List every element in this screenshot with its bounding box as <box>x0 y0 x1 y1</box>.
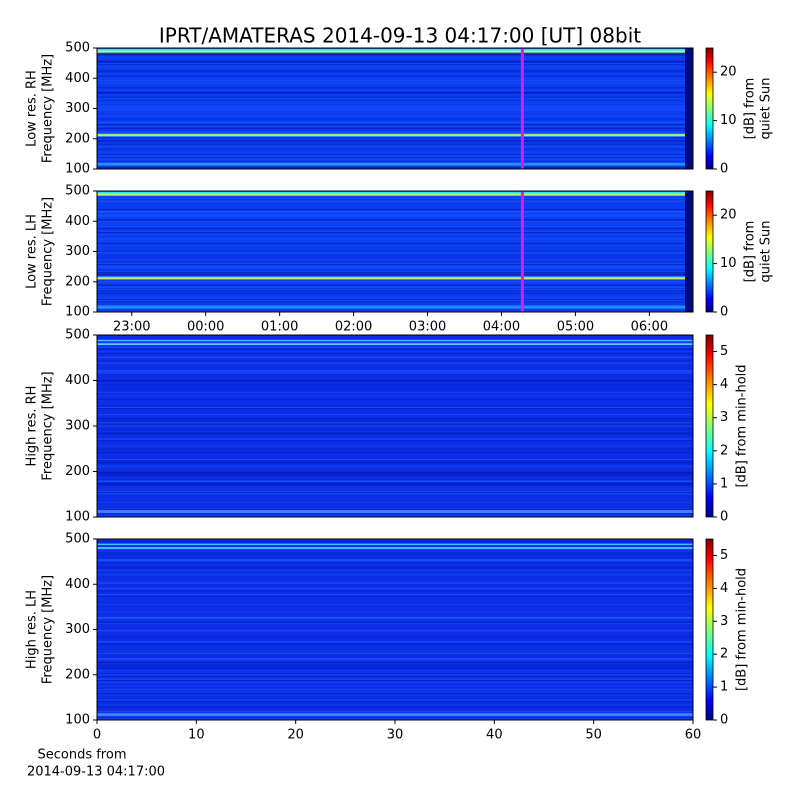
x-tick-label: 03:00 <box>409 320 446 335</box>
colorbar-tick-label: 1 <box>720 680 728 695</box>
colorbar-tick-label: 20 <box>720 65 737 80</box>
y-tick-label: 200 <box>65 274 90 289</box>
x-tick-label: 40 <box>486 728 503 743</box>
x-tick-label: 02:00 <box>335 320 372 335</box>
x-tick-label: 30 <box>387 728 404 743</box>
y-axis-label: Low res. RH <box>25 70 40 147</box>
y-axis-label: Low res. LH <box>25 214 40 289</box>
spectrogram-background <box>97 539 693 720</box>
colorbar-tick-label: 2 <box>720 443 728 458</box>
colorbar-label: quiet Sun <box>759 77 774 139</box>
y-axis-label: High res. RH <box>25 386 40 467</box>
y-tick-label: 400 <box>65 71 90 86</box>
chart-title: IPRT/AMATERAS 2014-09-13 04:17:00 [UT] 0… <box>159 24 641 48</box>
edge-strip <box>685 191 693 312</box>
y-tick-label: 100 <box>65 713 90 728</box>
y-tick-label: 300 <box>65 101 90 116</box>
spectrogram <box>97 190 693 312</box>
colorbar-label: [dB] from <box>743 221 758 283</box>
x-tick-label: 01:00 <box>261 320 298 335</box>
x-tick-label: 0 <box>93 728 101 743</box>
x-tick-label: 00:00 <box>187 320 224 335</box>
y-axis-label: High res. LH <box>25 590 40 669</box>
y-tick-label: 400 <box>65 214 90 229</box>
colorbar-tick-label: 10 <box>720 256 737 271</box>
y-axis-label: Frequency [MHz] <box>41 54 56 163</box>
spectrogram <box>97 539 693 720</box>
x-axis-label: Seconds from <box>37 748 126 763</box>
x-tick-label: 60 <box>685 728 702 743</box>
colorbar-label: [dB] from <box>743 78 758 140</box>
y-tick-label: 200 <box>65 464 90 479</box>
x-tick-label: 23:00 <box>113 320 150 335</box>
colorbar-tick-label: 1 <box>720 476 728 491</box>
y-tick-label: 500 <box>65 328 90 343</box>
x-tick-label: 04:00 <box>483 320 520 335</box>
y-tick-label: 400 <box>65 577 90 592</box>
y-tick-label: 200 <box>65 131 90 146</box>
colorbar-tick-label: 0 <box>720 713 728 728</box>
y-axis-label: Frequency [MHz] <box>41 371 56 480</box>
colorbar <box>705 47 714 170</box>
x-tick-label: 06:00 <box>631 320 668 335</box>
spectrogram <box>97 334 693 517</box>
y-axis-label: Frequency [MHz] <box>41 197 56 306</box>
colorbar-label: [dB] from min-hold <box>735 364 750 487</box>
spectrogram <box>97 47 693 170</box>
colorbar-tick-label: 4 <box>720 377 728 392</box>
x-tick-label: 50 <box>585 728 602 743</box>
y-tick-label: 200 <box>65 667 90 682</box>
x-axis-label: 2014-09-13 04:17:00 <box>27 765 165 780</box>
colorbar-tick-label: 4 <box>720 581 728 596</box>
y-tick-label: 300 <box>65 622 90 637</box>
colorbar-tick-label: 3 <box>720 614 728 629</box>
y-tick-label: 500 <box>65 184 90 199</box>
y-tick-label: 500 <box>65 532 90 547</box>
colorbar <box>705 334 714 518</box>
y-axis-label: Frequency [MHz] <box>41 575 56 684</box>
colorbar <box>705 190 714 313</box>
y-tick-label: 300 <box>65 419 90 434</box>
y-tick-label: 400 <box>65 373 90 388</box>
colorbar-tick-label: 20 <box>720 208 737 223</box>
colorbar <box>705 538 714 721</box>
y-tick-label: 100 <box>65 162 90 177</box>
x-tick-label: 05:00 <box>557 320 594 335</box>
colorbar-tick-label: 5 <box>720 344 728 359</box>
y-tick-label: 100 <box>65 510 90 525</box>
colorbar-tick-label: 3 <box>720 410 728 425</box>
edge-strip <box>685 48 693 169</box>
colorbar-tick-label: 0 <box>720 162 728 177</box>
colorbar-tick-label: 2 <box>720 647 728 662</box>
colorbar-label: [dB] from min-hold <box>735 568 750 691</box>
colorbar-tick-label: 10 <box>720 113 737 128</box>
colorbar-tick-label: 0 <box>720 305 728 320</box>
y-tick-label: 300 <box>65 244 90 259</box>
colorbar-tick-label: 0 <box>720 510 728 525</box>
x-tick-label: 20 <box>287 728 304 743</box>
x-tick-label: 10 <box>188 728 205 743</box>
y-tick-label: 100 <box>65 305 90 320</box>
y-tick-label: 500 <box>65 41 90 56</box>
colorbar-label: quiet Sun <box>759 220 774 282</box>
colorbar-tick-label: 5 <box>720 548 728 563</box>
